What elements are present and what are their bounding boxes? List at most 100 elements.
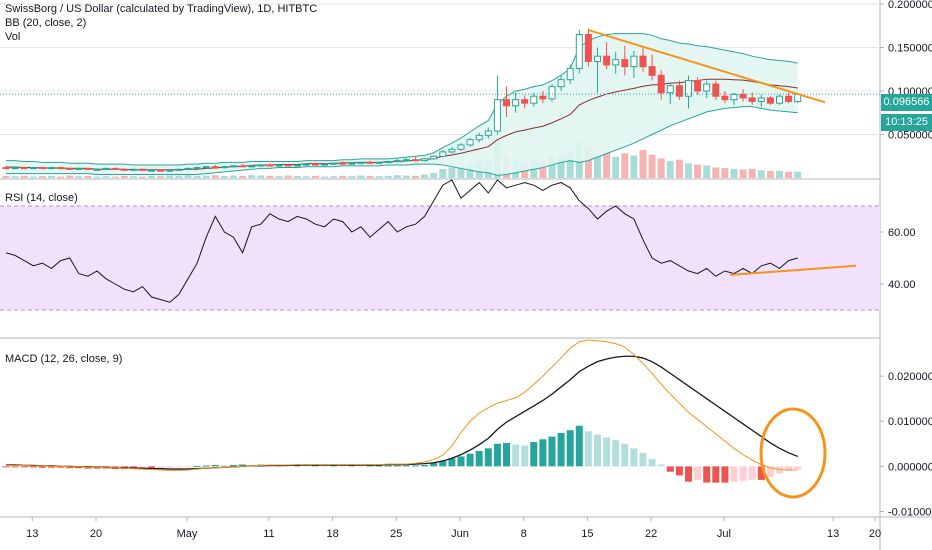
candle[interactable] bbox=[594, 47, 601, 93]
macd-pane[interactable] bbox=[2, 339, 827, 499]
candle[interactable] bbox=[703, 80, 711, 98]
candle[interactable] bbox=[757, 94, 765, 107]
candle[interactable] bbox=[694, 77, 702, 95]
candle[interactable] bbox=[557, 75, 565, 91]
candle[interactable] bbox=[366, 160, 374, 164]
candle[interactable] bbox=[20, 166, 28, 170]
candle[interactable] bbox=[293, 164, 301, 167]
candle[interactable] bbox=[493, 75, 501, 135]
candle[interactable] bbox=[739, 89, 747, 102]
price-axis[interactable]: 0.2000000.1500000.1000000.05000060.0040.… bbox=[880, 0, 932, 518]
rsi-pane[interactable] bbox=[0, 179, 880, 311]
candle[interactable] bbox=[239, 164, 247, 168]
candle[interactable] bbox=[521, 95, 529, 109]
candle[interactable] bbox=[785, 92, 793, 104]
candle[interactable] bbox=[257, 164, 265, 167]
candle[interactable] bbox=[648, 54, 656, 81]
candle[interactable] bbox=[93, 168, 101, 171]
candle[interactable] bbox=[412, 157, 419, 162]
candle[interactable] bbox=[512, 92, 520, 113]
candle[interactable] bbox=[457, 143, 465, 152]
price-pane[interactable] bbox=[0, 28, 880, 178]
candle[interactable] bbox=[84, 167, 92, 170]
candle[interactable] bbox=[184, 167, 192, 171]
candle[interactable] bbox=[102, 167, 110, 171]
candle[interactable] bbox=[566, 64, 574, 85]
candle[interactable] bbox=[284, 164, 292, 167]
highlight-circle[interactable] bbox=[759, 407, 827, 499]
bb-indicator-label[interactable]: BB (20, close, 2) bbox=[5, 17, 87, 29]
candle[interactable] bbox=[430, 155, 438, 160]
candle[interactable] bbox=[675, 80, 683, 100]
candle[interactable] bbox=[548, 84, 556, 102]
candle[interactable] bbox=[29, 167, 37, 170]
candle[interactable] bbox=[393, 158, 401, 163]
candle[interactable] bbox=[139, 168, 146, 171]
candle[interactable] bbox=[129, 168, 137, 172]
candle[interactable] bbox=[357, 161, 365, 165]
candle[interactable] bbox=[639, 47, 647, 72]
volume-indicator-label[interactable]: Vol bbox=[5, 31, 21, 43]
candle[interactable] bbox=[48, 166, 55, 170]
candle[interactable] bbox=[575, 30, 583, 74]
candle[interactable] bbox=[375, 161, 383, 165]
candle[interactable] bbox=[166, 169, 174, 172]
candle[interactable] bbox=[11, 166, 19, 170]
candle[interactable] bbox=[484, 127, 492, 139]
candle[interactable] bbox=[202, 165, 210, 169]
candle[interactable] bbox=[193, 166, 201, 170]
candle[interactable] bbox=[748, 92, 756, 105]
candle[interactable] bbox=[766, 96, 774, 105]
candle[interactable] bbox=[666, 82, 674, 105]
candle[interactable] bbox=[439, 150, 447, 158]
candle[interactable] bbox=[776, 94, 783, 105]
candle[interactable] bbox=[402, 157, 410, 162]
candle[interactable] bbox=[38, 166, 46, 170]
candle[interactable] bbox=[311, 162, 319, 166]
candle[interactable] bbox=[721, 91, 729, 104]
candle[interactable] bbox=[266, 163, 274, 167]
time-axis[interactable]: 13 20 May 11 18 25 Jun 8 15 22 Jul 13 20 bbox=[26, 517, 881, 540]
candle[interactable] bbox=[503, 86, 510, 118]
rsi-trendline[interactable] bbox=[730, 264, 857, 276]
candle[interactable] bbox=[603, 42, 611, 70]
candle[interactable] bbox=[712, 80, 720, 100]
candle[interactable] bbox=[612, 51, 620, 74]
candle[interactable] bbox=[630, 50, 638, 78]
candle[interactable] bbox=[730, 92, 738, 105]
candle[interactable] bbox=[421, 157, 429, 162]
candle[interactable] bbox=[157, 169, 165, 172]
candle[interactable] bbox=[448, 146, 456, 154]
candle[interactable] bbox=[57, 166, 65, 170]
candle[interactable] bbox=[220, 165, 228, 169]
candle[interactable] bbox=[275, 164, 283, 167]
candle[interactable] bbox=[584, 28, 592, 67]
price-trendline[interactable] bbox=[588, 29, 826, 104]
candle[interactable] bbox=[75, 167, 83, 171]
candle[interactable] bbox=[230, 164, 237, 168]
candle[interactable] bbox=[2, 165, 10, 170]
rsi-indicator-label[interactable]: RSI (14, close) bbox=[5, 192, 78, 204]
candle[interactable] bbox=[539, 91, 547, 104]
candle[interactable] bbox=[330, 162, 338, 165]
candle[interactable] bbox=[384, 160, 392, 164]
candle[interactable] bbox=[339, 161, 347, 165]
candle[interactable] bbox=[657, 70, 665, 100]
candle[interactable] bbox=[302, 163, 310, 166]
candle[interactable] bbox=[475, 132, 483, 143]
candle[interactable] bbox=[321, 163, 328, 166]
candle[interactable] bbox=[120, 168, 128, 171]
candle[interactable] bbox=[530, 92, 538, 107]
candle[interactable] bbox=[466, 137, 474, 147]
candle[interactable] bbox=[248, 164, 256, 168]
candle[interactable] bbox=[211, 164, 219, 169]
candle[interactable] bbox=[111, 167, 119, 170]
candle[interactable] bbox=[348, 162, 356, 165]
candle[interactable] bbox=[685, 75, 692, 109]
candle[interactable] bbox=[175, 168, 183, 172]
symbol-title[interactable]: SwissBorg / US Dollar (calculated by Tra… bbox=[5, 3, 318, 15]
macd-indicator-label[interactable]: MACD (12, 26, close, 9) bbox=[5, 353, 123, 365]
candle[interactable] bbox=[621, 45, 629, 76]
candle[interactable] bbox=[148, 169, 156, 172]
candle[interactable] bbox=[66, 167, 74, 170]
